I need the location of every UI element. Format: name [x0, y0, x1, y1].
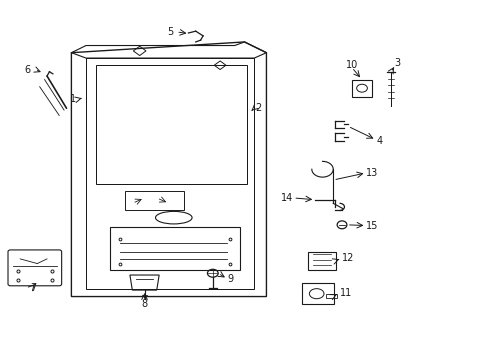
Text: 13: 13	[366, 168, 378, 178]
Bar	[326, 294, 336, 298]
Text: 8: 8	[141, 299, 147, 309]
Text: 7: 7	[30, 283, 36, 293]
Text: 9: 9	[227, 274, 233, 284]
Text: 11: 11	[339, 288, 351, 298]
Text: 3: 3	[393, 58, 400, 68]
Text: 2: 2	[255, 103, 261, 113]
Text: 4: 4	[375, 136, 382, 145]
Text: 15: 15	[366, 221, 378, 231]
Text: 6: 6	[24, 64, 31, 75]
Bar	[351, 80, 371, 97]
Text: 5: 5	[167, 27, 173, 37]
Text: 14: 14	[281, 193, 293, 203]
Text: 12: 12	[341, 253, 354, 263]
Bar	[302, 283, 333, 305]
Bar	[307, 252, 335, 270]
Bar	[110, 226, 239, 270]
Text: 1: 1	[70, 94, 76, 104]
Bar	[125, 191, 183, 211]
Text: 10: 10	[345, 60, 357, 70]
